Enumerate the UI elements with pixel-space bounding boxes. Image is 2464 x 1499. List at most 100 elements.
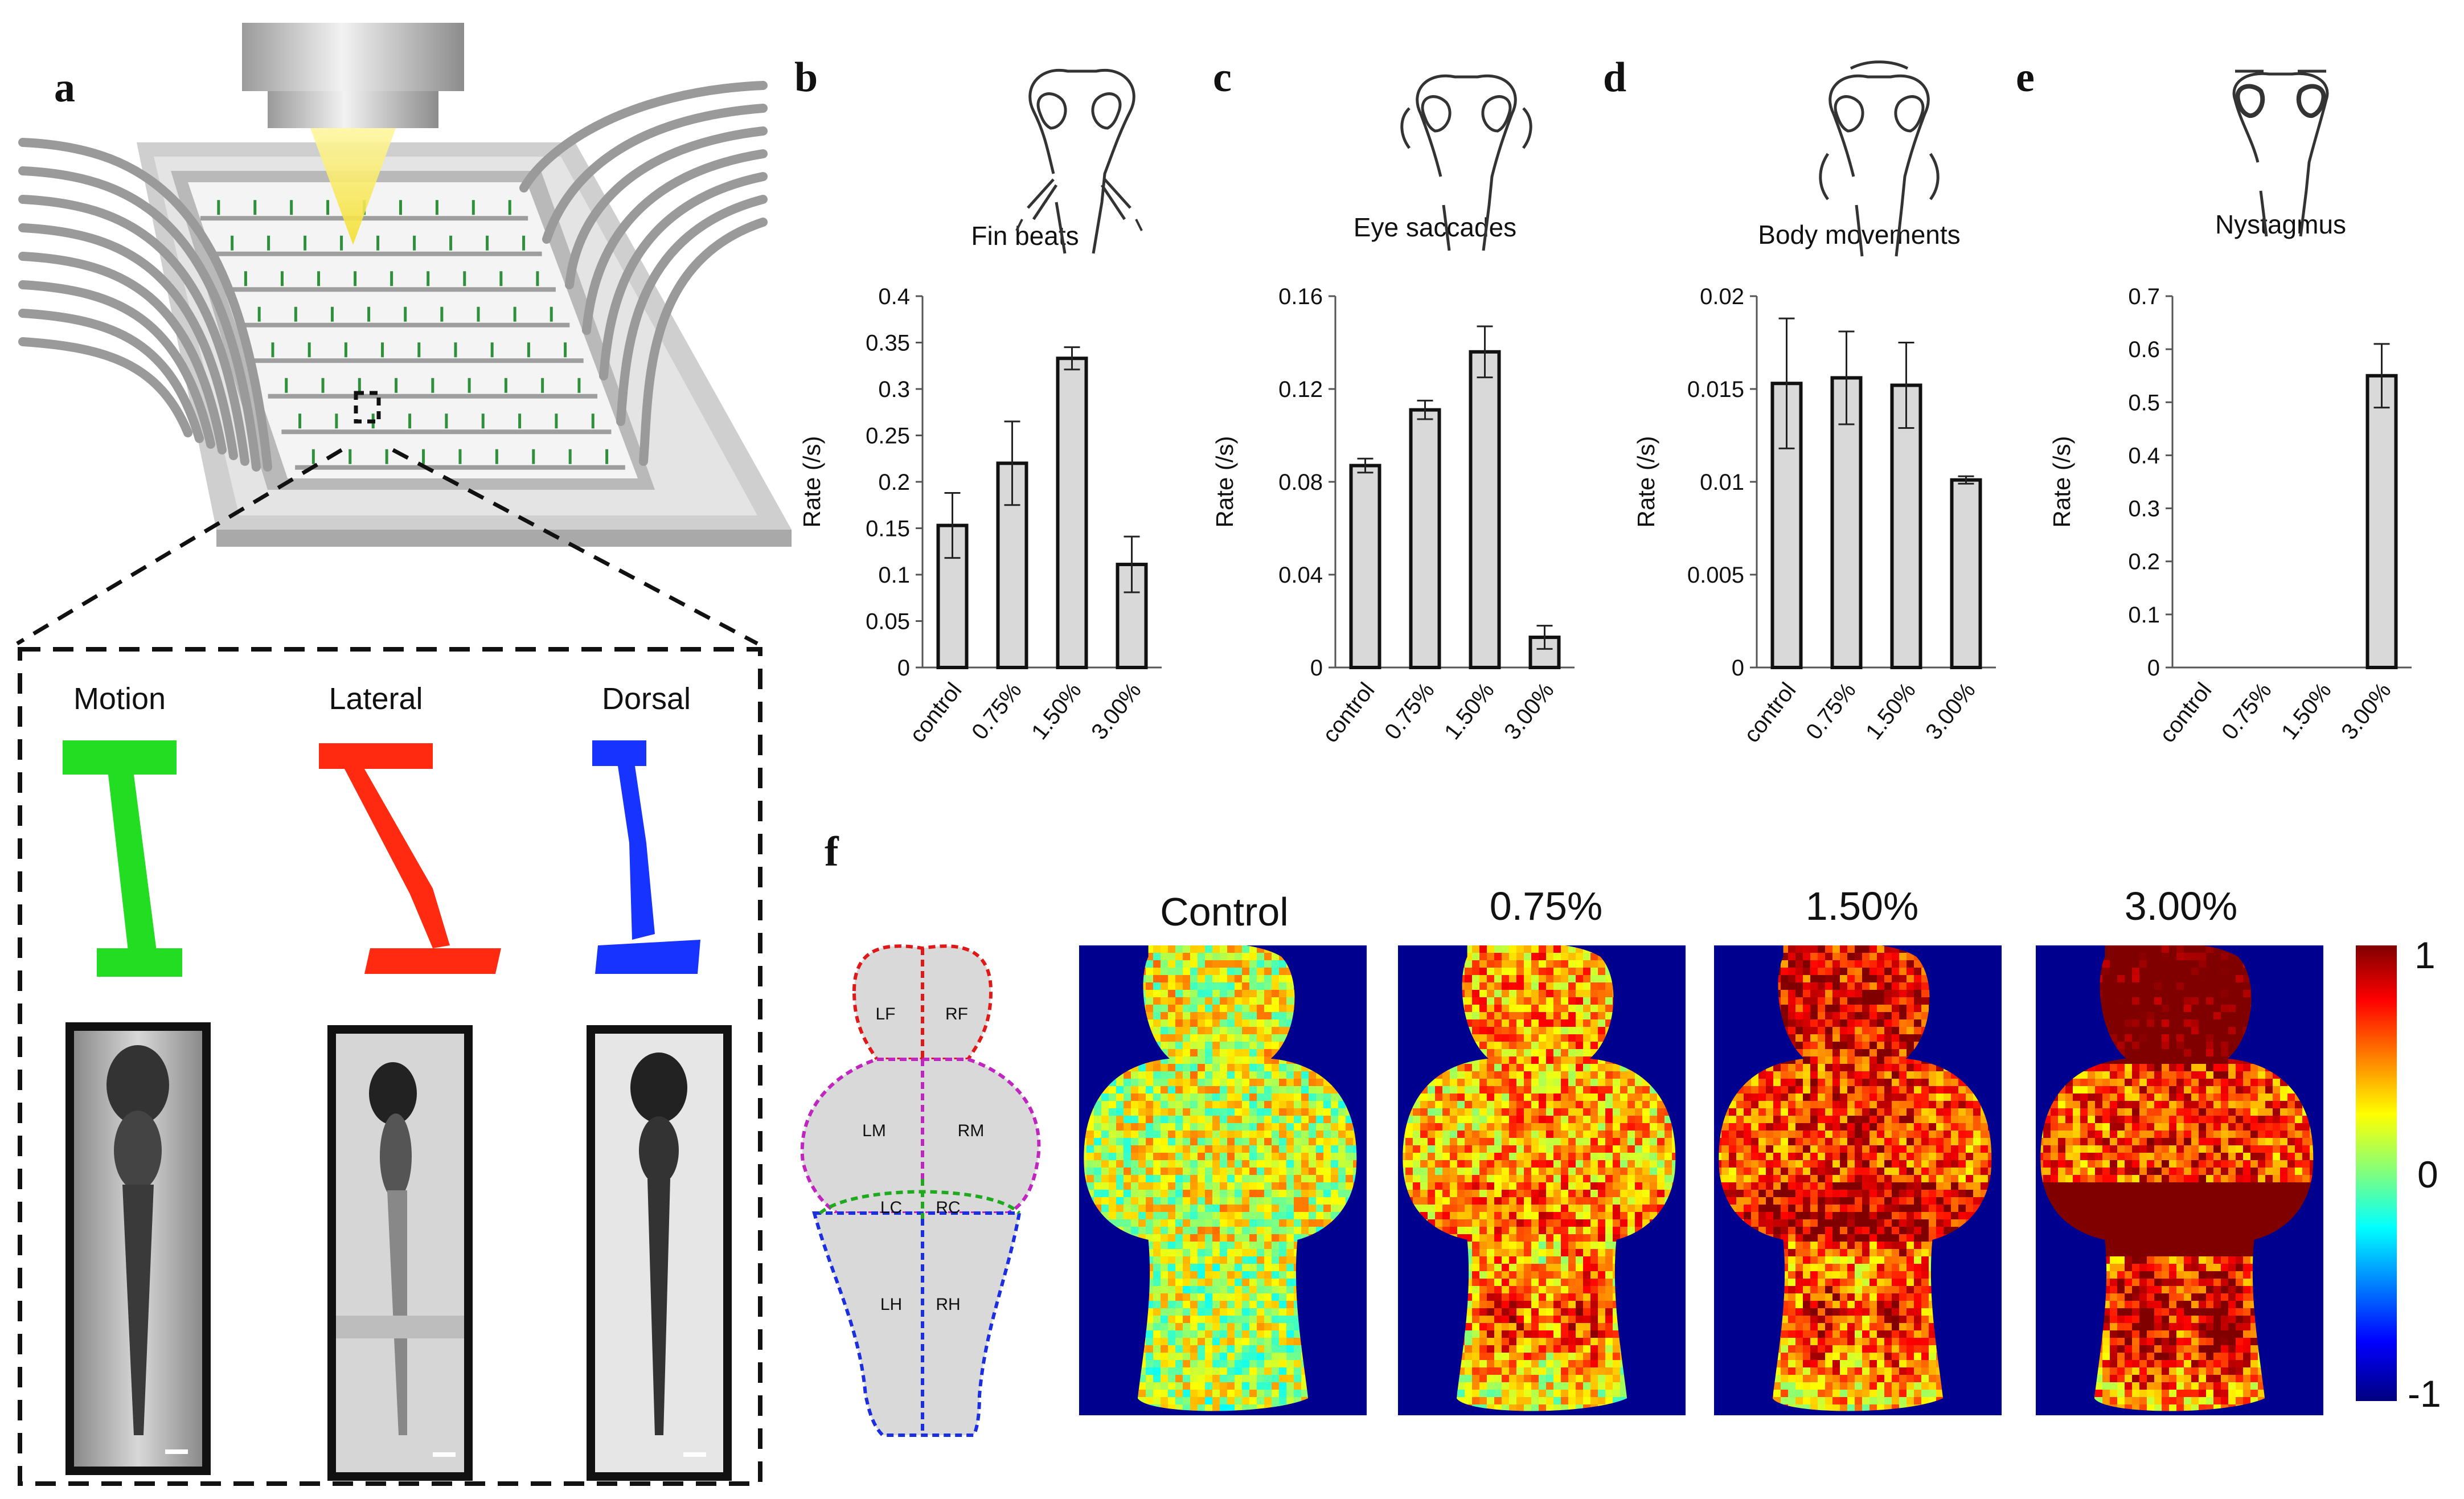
heatmap-cell <box>1316 1116 1324 1124</box>
heatmap-cell <box>1635 1116 1643 1124</box>
heatmap-cell <box>1190 1219 1198 1227</box>
heatmap-cell <box>1212 1153 1220 1161</box>
heatmap-cell <box>1183 1293 1191 1301</box>
heatmap-cell <box>1502 1345 1510 1353</box>
heatmap-cell <box>1546 1279 1554 1287</box>
heatmap-cell <box>1664 1175 1672 1183</box>
heatmap-cell <box>1249 982 1257 990</box>
heatmap-cell <box>1479 1205 1487 1213</box>
heatmap-cell <box>1131 1086 1139 1094</box>
heatmap-cell <box>1546 1227 1554 1235</box>
heatmap-cell <box>1323 1138 1331 1146</box>
heatmap-cell <box>1227 1027 1235 1035</box>
heatmap-cell <box>1168 1323 1176 1331</box>
heatmap-cell <box>1450 1219 1458 1227</box>
heatmap-cell <box>1220 1330 1228 1338</box>
heatmap-cell <box>1502 990 1510 998</box>
heatmap-cell <box>1428 1108 1436 1116</box>
heatmap-cell <box>1161 1042 1169 1050</box>
heatmap-cell <box>1435 1168 1443 1176</box>
heatmap-cell <box>1546 1034 1554 1042</box>
heatmap-cell <box>1598 1249 1606 1257</box>
heatmap-cell <box>1175 1145 1183 1153</box>
heatmap-cell <box>1561 1160 1569 1168</box>
heatmap-cell <box>1331 1145 1339 1153</box>
heatmap-cell <box>1272 1323 1280 1331</box>
structure-dorsal <box>592 740 700 974</box>
heatmap-cell <box>1576 1101 1584 1109</box>
heatmap-cell <box>1153 1175 1161 1183</box>
heatmap-cell <box>1153 960 1161 968</box>
heatmap-cell <box>1502 1301 1510 1309</box>
heatmap-cell <box>1590 1027 1598 1035</box>
heatmap-cell <box>1227 1145 1235 1153</box>
heatmap-cell <box>1190 1175 1198 1183</box>
heatmap-cell <box>1272 1279 1280 1287</box>
heatmap-cell <box>1279 1079 1287 1087</box>
heatmap-cell <box>1502 1353 1510 1361</box>
heatmap-cell <box>1198 1353 1206 1361</box>
heatmap-cell <box>1212 1316 1220 1324</box>
heatmap-cell <box>1450 1160 1458 1168</box>
heatmap-cell <box>1190 1256 1198 1264</box>
structure-lateral <box>319 743 501 974</box>
heatmap-cell <box>1465 1012 1473 1020</box>
heatmap-cell <box>1294 1367 1302 1375</box>
heatmap-cell <box>1472 1005 1480 1013</box>
heatmap-cell <box>1161 1382 1169 1390</box>
heatmap-cell <box>1183 1375 1191 1383</box>
heatmap-cell <box>1516 1219 1524 1227</box>
heatmap-cell <box>1168 1360 1176 1368</box>
heatmap-cell <box>1205 1345 1213 1353</box>
heatmap-cell <box>1153 1308 1161 1316</box>
heatmap-cell <box>1553 1064 1561 1072</box>
heatmap-cell <box>1635 1093 1643 1101</box>
heatmap-cell <box>1183 1138 1191 1146</box>
heatmap-cell <box>1546 975 1554 983</box>
heatmap-cell <box>1161 1101 1169 1109</box>
heatmap-cell <box>1257 1227 1265 1235</box>
heatmap-cell <box>1286 1175 1294 1183</box>
heatmap-cell <box>1516 1027 1524 1035</box>
heatmap-cell <box>1479 1160 1487 1168</box>
heatmap-cell <box>1598 1308 1606 1316</box>
heatmap-cell <box>1465 1064 1473 1072</box>
heatmap-cell <box>1524 1227 1532 1235</box>
heatmap-cell <box>1279 1168 1287 1176</box>
heatmap-cell <box>1205 1234 1213 1242</box>
heatmap-cell <box>1627 1212 1635 1220</box>
heatmap-cell <box>1198 1367 1206 1375</box>
heatmap-cell <box>1301 1079 1309 1087</box>
heatmap-cell <box>1494 1064 1502 1072</box>
heatmap-cell <box>1116 1182 1124 1190</box>
heatmap-cell <box>1487 1042 1495 1050</box>
heatmap-cell <box>1242 1316 1250 1324</box>
heatmap-cell <box>1183 1027 1191 1035</box>
heatmap-cell <box>1183 1219 1191 1227</box>
heatmap-cell <box>1094 1182 1102 1190</box>
heatmap-cell <box>1212 1264 1220 1272</box>
heatmap-cell <box>1531 1056 1539 1064</box>
heatmap-cell <box>1539 1049 1547 1057</box>
heatmap-cell <box>1279 960 1287 968</box>
heatmap-cell <box>1590 1168 1598 1176</box>
heatmap-cell <box>1101 1138 1109 1146</box>
heatmap-cell <box>1087 1131 1094 1138</box>
heatmap-cell <box>1212 945 1220 953</box>
heatmap-cell <box>1442 1212 1450 1220</box>
heatmap-cell <box>1183 1308 1191 1316</box>
heatmap-cell <box>1257 1345 1265 1353</box>
heatmap-cell <box>1583 1197 1591 1205</box>
heatmap-cell <box>1531 1212 1539 1220</box>
heatmap-cell <box>1175 1056 1183 1064</box>
heatmap-cell <box>1539 1234 1547 1242</box>
heatmap-cell <box>1227 1338 1235 1346</box>
heatmap-cell <box>1590 1279 1598 1287</box>
heatmap-cell <box>1524 1042 1532 1050</box>
heatmap-cell <box>1635 1160 1643 1168</box>
heatmap-cell <box>1598 1079 1606 1087</box>
heatmap-cell <box>1479 1360 1487 1368</box>
heatmap-cell <box>1161 990 1169 998</box>
heatmap-cell <box>1124 1116 1131 1124</box>
